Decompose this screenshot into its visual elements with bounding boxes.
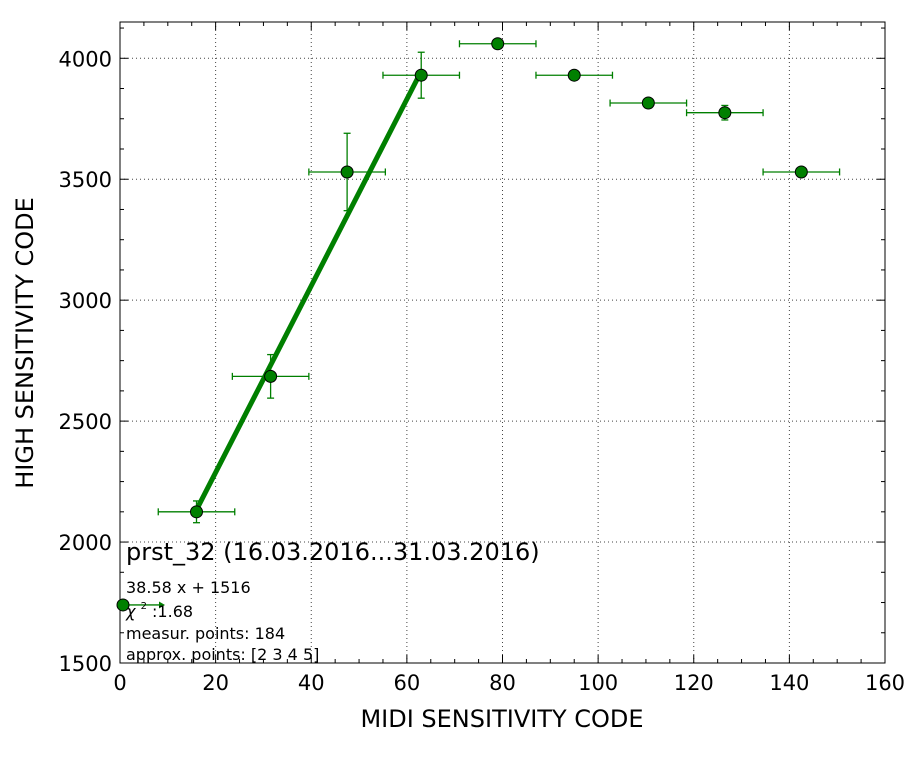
x-tick-label: 60	[394, 671, 421, 695]
x-tick-label: 160	[865, 671, 905, 695]
y-tick-label: 3500	[59, 168, 112, 192]
data-points	[190, 37, 808, 519]
fit-line-group	[194, 68, 424, 513]
chart-title: prst_32 (16.03.2016...31.03.2016)	[126, 538, 540, 566]
x-tick-label: 100	[578, 671, 618, 695]
approx-points: approx. points: [2 3 4 5]	[126, 645, 319, 664]
data-point	[190, 505, 203, 519]
data-point	[414, 68, 428, 82]
chi-symbol: χ	[125, 602, 136, 621]
x-tick-label: 120	[674, 671, 714, 695]
data-point	[567, 68, 581, 82]
data-point	[794, 165, 808, 179]
data-point	[264, 369, 278, 383]
data-point	[340, 165, 354, 179]
measur-points: measur. points: 184	[126, 624, 285, 643]
fit-equation: 38.58 x + 1516	[126, 578, 251, 597]
x-tick-label: 80	[489, 671, 516, 695]
legend-marker	[116, 598, 130, 612]
x-tick-label: 40	[298, 671, 325, 695]
y-tick-label: 2000	[59, 531, 112, 555]
data-point	[641, 96, 655, 110]
y-tick-labels: 1500 2000 2500 3000 3500 4000	[59, 47, 112, 676]
plot-frame	[119, 21, 886, 664]
y-tick-label: 3000	[59, 289, 112, 313]
legend-marker-group	[116, 598, 165, 612]
y-tick-label: 2500	[59, 410, 112, 434]
x-tick-label: 140	[769, 671, 809, 695]
x-axis-label: MIDI SENSITIVITY CODE	[360, 705, 643, 733]
y-tick-label: 4000	[59, 47, 112, 71]
x-tick-label: 0	[113, 671, 126, 695]
y-axis-label: HIGH SENSITIVITY CODE	[11, 197, 39, 489]
x-tick-labels: 0 20 40 60 80 100 120 140 160	[113, 671, 905, 695]
grid	[120, 22, 885, 663]
legend-arrow	[159, 601, 165, 609]
chi-value: :1.68	[152, 602, 193, 621]
x-tick-label: 20	[202, 671, 229, 695]
fit-line	[194, 68, 424, 513]
data-point	[718, 106, 732, 120]
y-tick-label: 1500	[59, 652, 112, 676]
data-point	[491, 37, 505, 51]
chi-exponent: 2	[141, 601, 147, 612]
chi-square-label: χ 2 :1.68	[125, 594, 193, 621]
